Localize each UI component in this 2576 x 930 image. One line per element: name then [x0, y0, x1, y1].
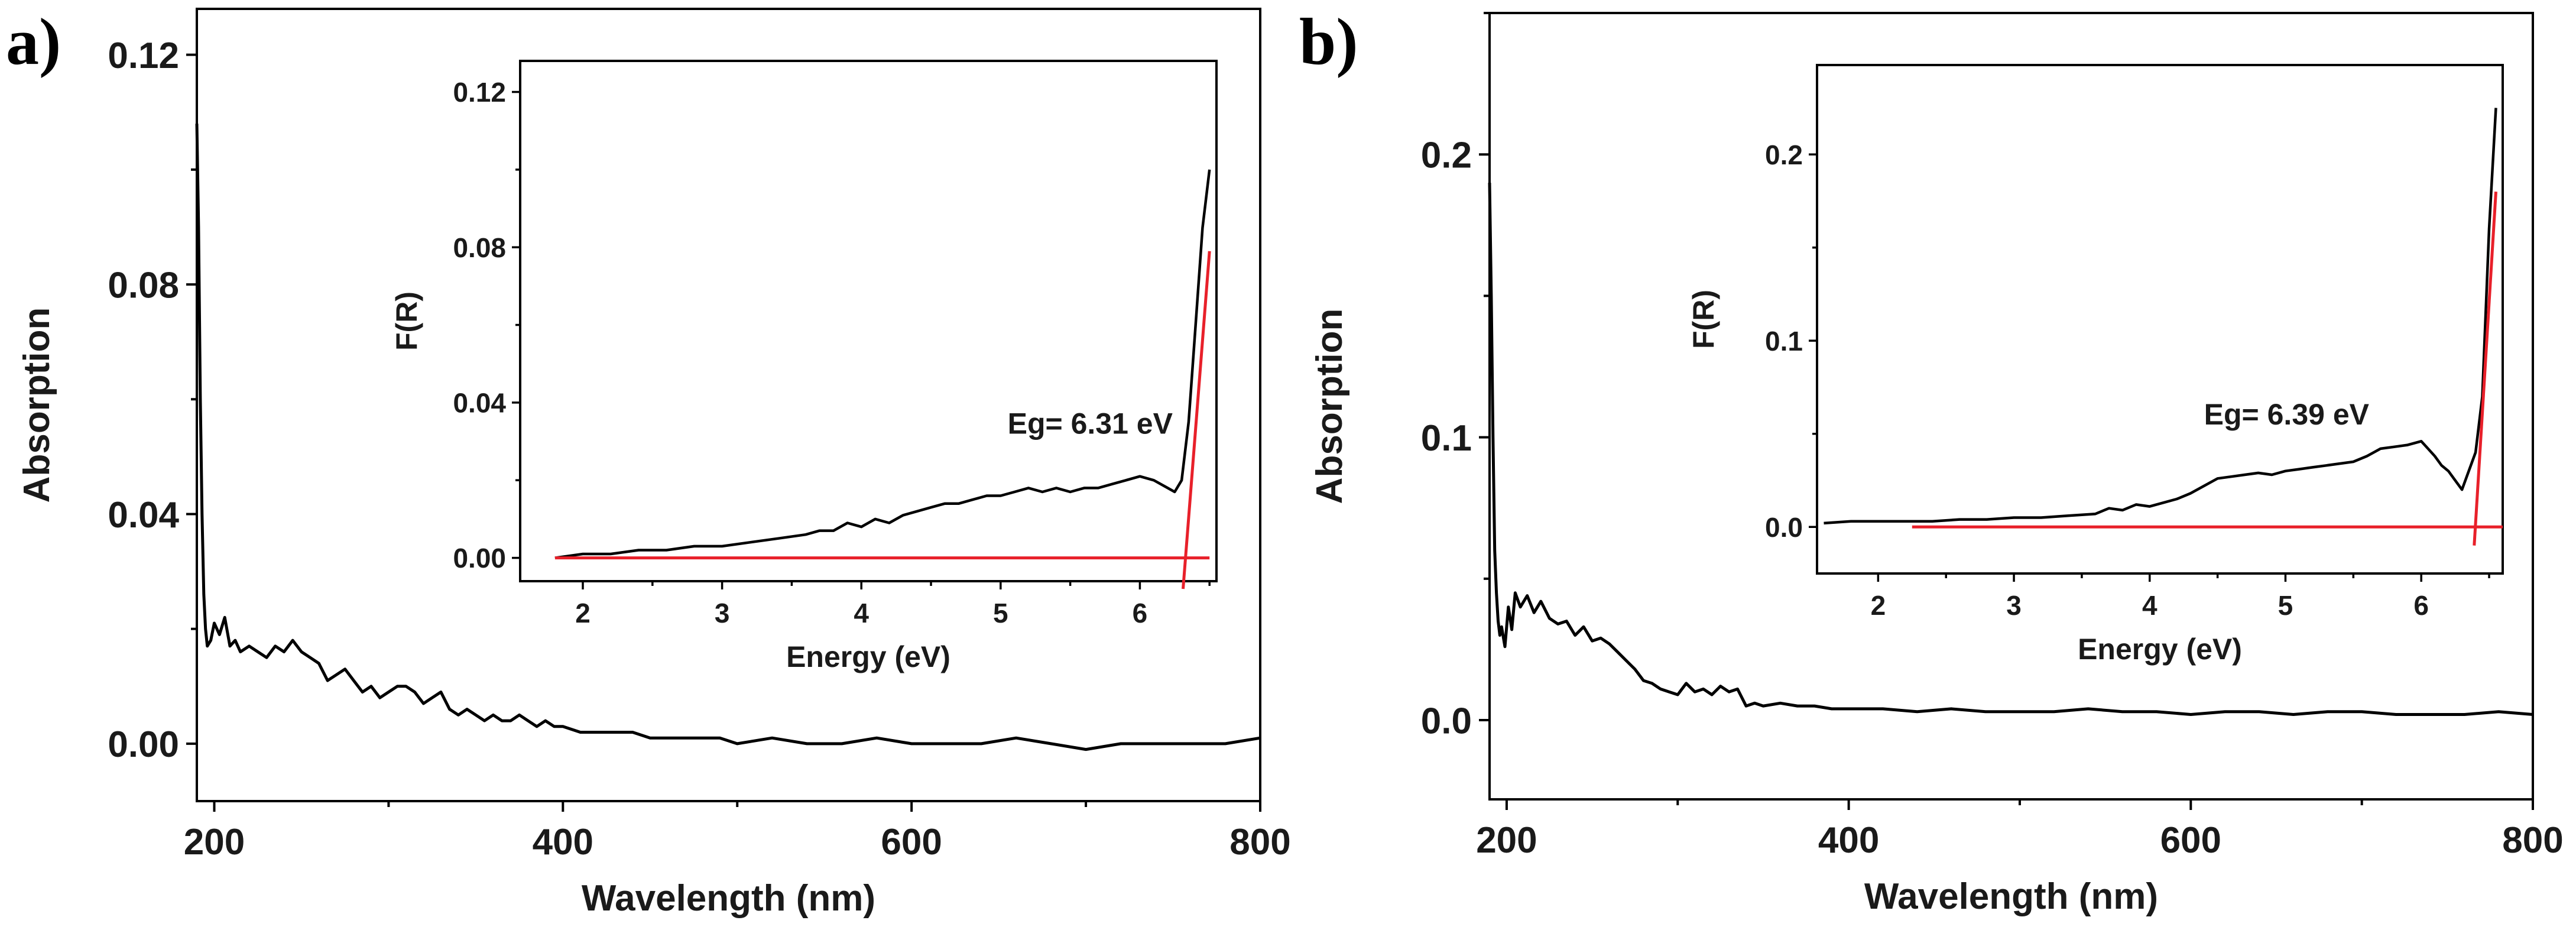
panel-a-inset-background — [520, 61, 1216, 581]
panel-b-inset-series-f-r-line — [1824, 108, 2497, 525]
panel-a-inset-y-axis-title: F(R) — [390, 291, 423, 351]
panel-a-label: a) — [6, 5, 61, 79]
panel-a-main-y-tick-label: 0.08 — [108, 265, 179, 306]
panel-b-inset-y-axis-title: F(R) — [1687, 290, 1720, 349]
panel-b-main-y-tick-label: 0.0 — [1421, 701, 1472, 741]
panel-a-inset-series-f-r-line — [554, 169, 1211, 559]
panel-b-main-x-axis-title: Wavelength (nm) — [1864, 876, 2158, 917]
panel-b-inset-x-tick-label: 4 — [2142, 590, 2158, 621]
panel-b-inset-bandgap-annotation: Eg= 6.39 eV — [2204, 398, 2370, 431]
panel-b-main-x-tick-label: 200 — [1476, 820, 1537, 861]
panel-b-inset-y-tick-label: 0.1 — [1765, 326, 1803, 357]
panel-b-main-y-tick-label: 0.1 — [1421, 418, 1472, 459]
panel-b-main-series-absorption-line — [1488, 183, 2533, 716]
panel-b-main-x-tick-label: 800 — [2502, 820, 2563, 861]
panel-a-main-x-tick-label: 200 — [184, 822, 245, 863]
panel-a-inset-y-tick-label: 0.04 — [453, 387, 506, 418]
panel-a-inset: 2 3 4 5 6 0.00 0.04 0.08 0.12 Energy (eV) F(R) Eg= … — [390, 60, 1218, 673]
panel-b-main-x-tick-label: 600 — [2160, 820, 2221, 861]
panel-b-inset-x-tick-label: 3 — [2006, 590, 2022, 621]
panel-a-main-y-tick-label: 0.04 — [108, 495, 179, 536]
panel-a-inset-x-tick-label: 4 — [854, 598, 869, 628]
panel-a-inset-y-tick-label: 0.08 — [453, 232, 506, 263]
panel-b-main-y-axis-title: Absorption — [1309, 309, 1350, 504]
panel-a-inset-plot-frame — [519, 60, 1218, 582]
panel-a-main-x-tick-label: 800 — [1229, 822, 1290, 863]
panel-a-main-series-absorption-line — [195, 124, 1261, 751]
panel-b-inset-y-tick-label: 0.2 — [1765, 140, 1803, 170]
panel-b-inset-y-tick-label: 0.0 — [1765, 512, 1803, 543]
panel-a-inset-x-axis-title: Energy (eV) — [786, 640, 950, 673]
panel-a-main-y-tick-label: 0.12 — [108, 35, 179, 76]
panel-a-main-x-tick-label: 600 — [881, 822, 942, 863]
panel-b-inset-series-tangent-line — [2473, 192, 2497, 546]
panel-a: a) 200 400 600 800 0.00 0.04 0.08 0.12 Wavelength… — [6, 5, 1291, 919]
panel-a-main-y-axis-title: Absorption — [17, 307, 57, 503]
panel-a-inset-series-tangent-line — [1182, 251, 1211, 589]
panel-a-inset-bandgap-annotation: Eg= 6.31 eV — [1008, 407, 1173, 440]
panel-a-main-y-tick-label: 0.00 — [108, 724, 179, 765]
panel-b-inset-x-tick-label: 5 — [2278, 590, 2293, 621]
panel-b-inset-background — [1817, 65, 2503, 573]
panel-a-inset-x-tick-label: 3 — [715, 598, 730, 628]
panel-a-inset-x-tick-label: 2 — [575, 598, 591, 628]
panel-a-main-x-axis-title: Wavelength (nm) — [582, 878, 875, 919]
panel-b-label: b) — [1299, 5, 1358, 79]
panel-b-inset: 2 3 4 5 6 0.0 0.1 0.2 Energy (eV) F(R) Eg= 6.39 eV — [1687, 64, 2504, 666]
panel-a-inset-y-tick-label: 0.00 — [453, 543, 506, 573]
panel-a-inset-x-tick-label: 6 — [1133, 598, 1148, 628]
panel-a-main-plot-frame — [196, 8, 1261, 802]
panel-b-inset-x-tick-label: 2 — [1871, 590, 1886, 621]
panel-a-main-x-tick-label: 400 — [533, 822, 593, 863]
panel-b-main-plot-frame — [1488, 12, 2534, 801]
panel-b-inset-x-axis-title: Energy (eV) — [2078, 633, 2242, 666]
panel-b-inset-x-tick-label: 6 — [2413, 590, 2429, 621]
panel-a-inset-x-tick-label: 5 — [993, 598, 1008, 628]
panel-b-main-x-tick-label: 400 — [1818, 820, 1879, 861]
panel-b: b) 200 400 600 800 0.0 0.1 0.2 Wavelength (nm) Ab… — [1299, 5, 2564, 917]
panel-a-inset-y-tick-label: 0.12 — [453, 77, 506, 108]
panel-b-main-y-tick-label: 0.2 — [1421, 135, 1472, 176]
panel-b-inset-plot-frame — [1816, 64, 2504, 575]
